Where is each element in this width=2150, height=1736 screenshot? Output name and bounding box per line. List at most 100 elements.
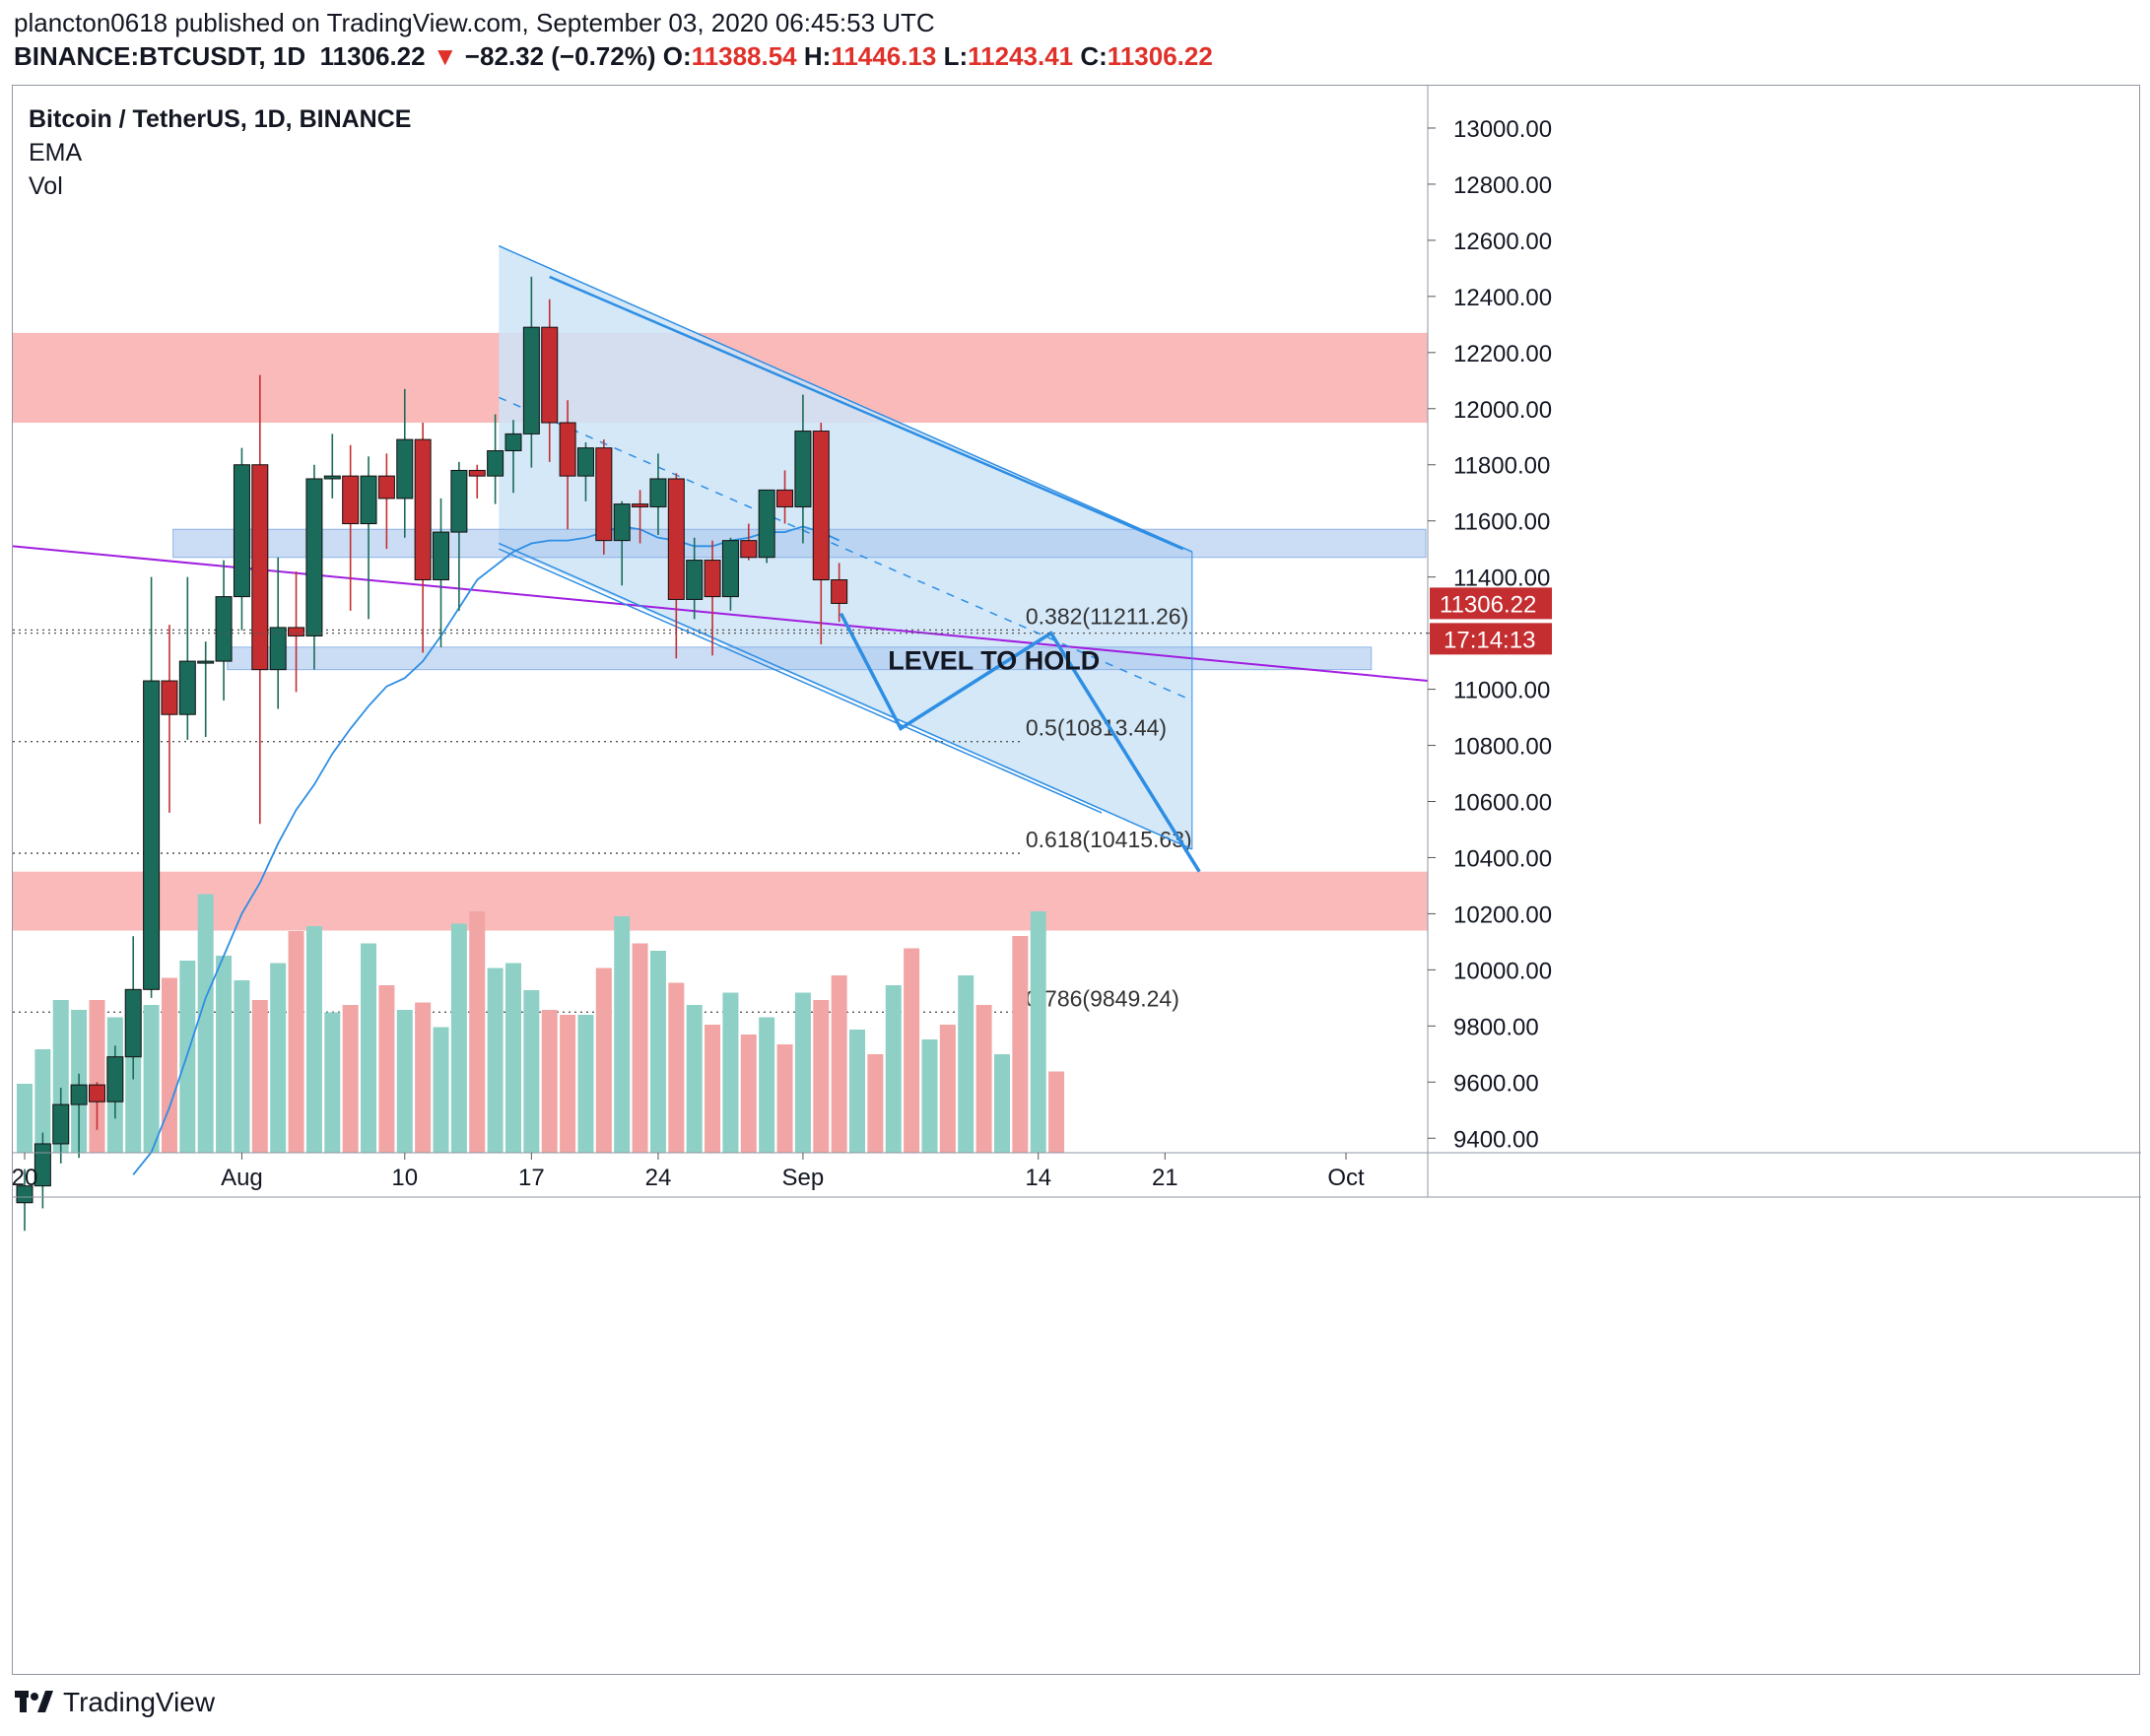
volume-bar	[885, 985, 902, 1153]
close-value: 11306.22	[1107, 41, 1213, 71]
channel-outline-top	[498, 244, 1193, 553]
x-tick-label: Aug	[221, 1165, 263, 1191]
symbol-label: BINANCE:BTCUSDT, 1D	[14, 41, 306, 71]
candle-body	[414, 438, 432, 581]
footer-brand[interactable]: TradingView	[14, 1685, 215, 1720]
volume-bar	[1012, 936, 1029, 1153]
legend-vol: Vol	[29, 172, 63, 200]
channel-lower-line	[498, 548, 1103, 814]
candle-body	[70, 1084, 88, 1105]
y-tick-label: 9800.00	[1453, 1014, 1539, 1040]
high-label: H:	[803, 41, 832, 71]
fib-level-label: 0.786(9849.24)	[1026, 985, 1179, 1011]
y-tick-label: 12400.00	[1453, 285, 1552, 311]
volume-bar	[560, 1015, 576, 1153]
y-tick-label: 9400.00	[1453, 1126, 1539, 1153]
close-label: C:	[1080, 41, 1108, 71]
volume-bar	[740, 1035, 757, 1153]
tradingview-logo-icon	[15, 1691, 53, 1712]
current-price: 11306.22	[319, 41, 426, 71]
volume-bar	[216, 956, 233, 1153]
candle-body	[178, 660, 196, 715]
ema-line	[132, 525, 840, 1175]
open-value: 11388.54	[691, 41, 797, 71]
volume-layer	[17, 894, 1065, 1153]
volume-bar	[305, 926, 322, 1153]
last-price-text: 11306.22	[1440, 591, 1536, 618]
volume-bar	[849, 1030, 866, 1153]
volume-bar	[1048, 1071, 1065, 1153]
y-tick-label: 12600.00	[1453, 229, 1552, 255]
low-value: 11243.41	[968, 41, 1074, 71]
candle-body	[522, 326, 540, 434]
volume-bar	[776, 1044, 793, 1153]
candle-body	[233, 464, 250, 598]
volume-bar	[342, 1005, 359, 1153]
x-tick-label: 21	[1152, 1165, 1178, 1191]
volume-bar	[361, 943, 377, 1153]
candle-body	[595, 447, 613, 542]
chart-panel[interactable]: 0.382(11211.26) 0.5(10813.44) 0.618(10415.…	[12, 85, 2141, 1676]
volume-bar	[450, 923, 467, 1153]
volume-bar	[722, 992, 739, 1153]
volume-bar	[89, 1000, 105, 1153]
y-tick-label: 9600.00	[1453, 1070, 1539, 1097]
volume-bar	[958, 975, 974, 1153]
volume-bar	[759, 1017, 775, 1153]
open-label: O:	[662, 41, 692, 71]
volume-bar	[17, 1084, 33, 1153]
overlay-layer: LEVEL TO HOLD	[839, 612, 1201, 873]
volume-bar	[161, 977, 177, 1153]
x-tick-label: 10	[391, 1165, 418, 1191]
candle-body	[161, 680, 178, 715]
volume-bar	[813, 1000, 830, 1153]
price-chart[interactable]: 0.382(11211.26) 0.5(10813.44) 0.618(10415.…	[13, 86, 2141, 1676]
level-to-hold-annotation: LEVEL TO HOLD	[888, 646, 1100, 676]
volume-bar	[270, 963, 287, 1153]
y-tick-label: 13200.00	[1453, 86, 1552, 87]
y-tick-label: 13000.00	[1453, 116, 1552, 143]
volume-bar	[469, 911, 486, 1153]
low-label: L:	[943, 41, 969, 71]
fib-level-label: 0.618(10415.63)	[1026, 827, 1192, 852]
candle-body	[34, 1143, 51, 1187]
candle-body	[812, 431, 830, 581]
candles-layer	[16, 276, 848, 1232]
volume-bar	[831, 975, 847, 1153]
volume-bar	[415, 1002, 432, 1153]
volume-bar	[433, 1027, 449, 1153]
y-tick-label: 10400.00	[1453, 845, 1552, 872]
y-tick-label: 12200.00	[1453, 341, 1552, 367]
channel-layer	[172, 245, 1427, 849]
candle-body	[360, 475, 377, 525]
volume-bar	[904, 948, 920, 1153]
symbol-quote-line: BINANCE:BTCUSDT, 1D 11306.22 ▼ −82.32 (−…	[14, 41, 1213, 72]
candle-body	[124, 988, 142, 1058]
candle-body	[776, 489, 794, 507]
axes-layer: 13200.00 13000.00 12800.00 12600.00 12400.00…	[13, 86, 2141, 1198]
candle-body	[740, 540, 758, 559]
volume-bar	[1030, 911, 1046, 1153]
volume-bar	[668, 982, 685, 1153]
volume-bar	[705, 1025, 721, 1153]
publish-line: plancton0618 published on TradingView.co…	[14, 8, 935, 37]
support-zone	[172, 528, 1427, 559]
candle-body	[504, 433, 522, 451]
candle-body	[143, 680, 161, 990]
volume-bar	[632, 943, 648, 1153]
candle-body	[197, 660, 215, 664]
candle-body	[215, 596, 233, 662]
candle-body	[450, 469, 468, 533]
x-tick-label: 17	[518, 1165, 545, 1191]
countdown-tag	[1430, 623, 1552, 655]
fib-level-label: 0.5(10813.44)	[1026, 715, 1167, 741]
candle-body	[721, 540, 739, 598]
y-tick-label: 11800.00	[1453, 453, 1550, 480]
volume-bar	[649, 951, 666, 1153]
candle-body	[831, 579, 848, 604]
volume-bar	[794, 992, 811, 1153]
volume-bar	[595, 968, 612, 1153]
y-tick-label: 11600.00	[1453, 509, 1550, 536]
volume-bar	[504, 963, 521, 1153]
candle-body	[323, 475, 341, 480]
